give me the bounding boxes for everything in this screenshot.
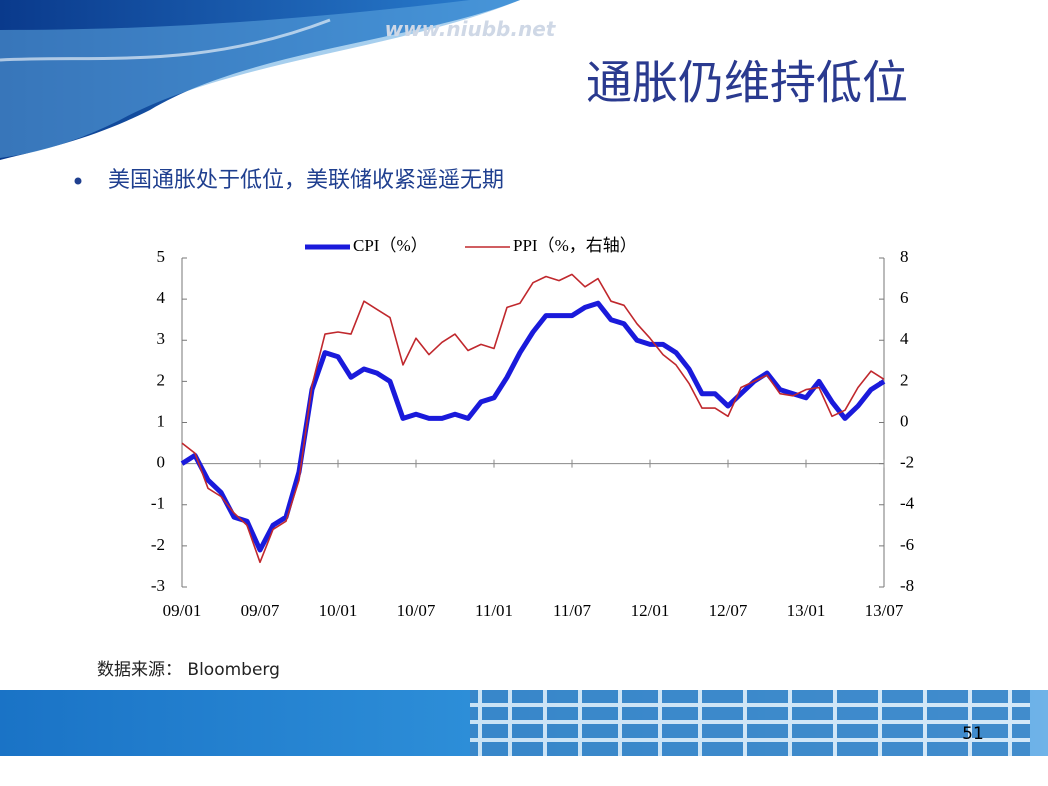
x-tick-label: 13/07 bbox=[865, 601, 904, 620]
y-tick-label: 2 bbox=[157, 370, 166, 389]
y-tick-label: 5 bbox=[157, 247, 166, 266]
source-note: 数据来源： Bloomberg bbox=[97, 660, 280, 680]
series-line bbox=[180, 300, 886, 553]
slide-title: 通胀仍维持低位 bbox=[586, 56, 908, 110]
watermark: www.niubb.net bbox=[385, 17, 557, 41]
x-tick-label: 09/07 bbox=[241, 601, 280, 620]
legend-label: PPI（%，右轴） bbox=[513, 236, 637, 255]
x-tick-label: 13/01 bbox=[787, 601, 826, 620]
x-tick-label: 11/01 bbox=[475, 601, 513, 620]
y-tick-label: -3 bbox=[151, 576, 165, 595]
building-image bbox=[470, 690, 1030, 756]
bullet-dot bbox=[74, 177, 82, 185]
series-line bbox=[181, 273, 885, 564]
y2-tick-label: -8 bbox=[900, 576, 914, 595]
x-tick-label: 12/01 bbox=[631, 601, 670, 620]
swoosh-line bbox=[0, 18, 331, 62]
y-tick-label: 1 bbox=[157, 411, 166, 430]
building-grid bbox=[470, 690, 1030, 756]
y-tick-label: 0 bbox=[157, 453, 166, 472]
y-tick-label: -2 bbox=[151, 535, 165, 554]
swoosh-highlight bbox=[0, 0, 520, 158]
y2-tick-label: 4 bbox=[900, 329, 909, 348]
y-tick-label: 3 bbox=[157, 329, 166, 348]
x-tick-label: 10/01 bbox=[319, 601, 358, 620]
page-number: 51 bbox=[962, 724, 984, 744]
bullet-text: 美国通胀处于低位，美联储收紧遥遥无期 bbox=[108, 168, 504, 193]
y2-tick-label: 2 bbox=[900, 370, 909, 389]
x-tick-label: 12/07 bbox=[709, 601, 748, 620]
y2-tick-label: 0 bbox=[900, 411, 909, 430]
y2-tick-label: 8 bbox=[900, 247, 909, 266]
y2-tick-label: -4 bbox=[900, 494, 915, 513]
x-tick-label: 11/07 bbox=[553, 601, 592, 620]
y2-tick-label: -2 bbox=[900, 453, 914, 472]
y-tick-label: -1 bbox=[151, 494, 165, 513]
y2-tick-label: 6 bbox=[900, 288, 909, 307]
x-tick-label: 10/07 bbox=[397, 601, 436, 620]
legend-label: CPI（%） bbox=[353, 236, 428, 255]
y2-tick-label: -6 bbox=[900, 535, 914, 554]
x-tick-label: 09/01 bbox=[163, 601, 202, 620]
y-tick-label: 4 bbox=[157, 288, 166, 307]
chart: -3 -2 -1 0 1 2 3 4 5 -8 -6 -4 -2 0 2 4 6 8 09/01 09/07 10/01… bbox=[151, 236, 915, 620]
